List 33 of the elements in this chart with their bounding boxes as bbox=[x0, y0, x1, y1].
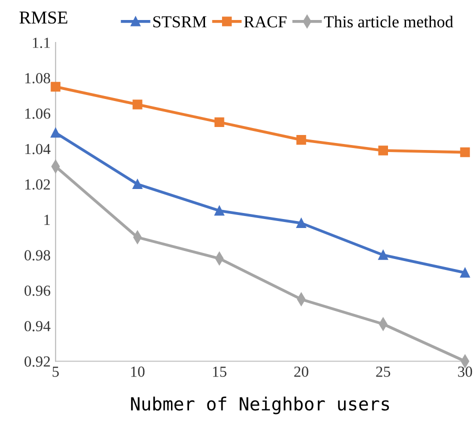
point bbox=[296, 135, 306, 145]
x-tick-label: 30 bbox=[458, 366, 472, 377]
point bbox=[214, 117, 224, 128]
y-tick-label: 0.94 bbox=[24, 320, 50, 332]
x-tick-label: 25 bbox=[376, 366, 390, 377]
point bbox=[460, 268, 470, 278]
y-tick-label: 0.98 bbox=[24, 250, 50, 261]
point bbox=[378, 250, 388, 260]
x-tick-label: 5 bbox=[52, 366, 59, 377]
x-tick-label: 15 bbox=[213, 366, 226, 377]
x-axis-title: Nubmer of Neighbor users bbox=[131, 396, 389, 414]
y-tick-label: 0.92 bbox=[24, 356, 50, 367]
point bbox=[132, 179, 142, 190]
x-tick-label: 10 bbox=[131, 366, 145, 377]
legend-label: This article method bbox=[324, 16, 454, 28]
y-tick-label: 1.02 bbox=[25, 179, 50, 190]
point bbox=[132, 100, 142, 110]
legend-label: RACF bbox=[244, 16, 286, 28]
y-tick-label: 1 bbox=[44, 214, 50, 225]
point bbox=[296, 218, 306, 228]
point bbox=[50, 128, 60, 138]
y-tick-label: 1.04 bbox=[25, 144, 50, 154]
point bbox=[214, 206, 224, 216]
y-tick-label: 1.06 bbox=[25, 108, 50, 119]
y-tick-label: 1.08 bbox=[25, 73, 50, 84]
x-tick-label: 20 bbox=[294, 366, 308, 377]
point bbox=[460, 147, 470, 158]
y-tick-label: 1.1 bbox=[32, 38, 50, 48]
point bbox=[50, 82, 60, 92]
y-tick-label: 0.96 bbox=[24, 286, 50, 296]
legend-label: STSRM bbox=[153, 16, 206, 28]
y-axis-title: RMSE bbox=[20, 12, 68, 24]
point bbox=[378, 146, 388, 156]
